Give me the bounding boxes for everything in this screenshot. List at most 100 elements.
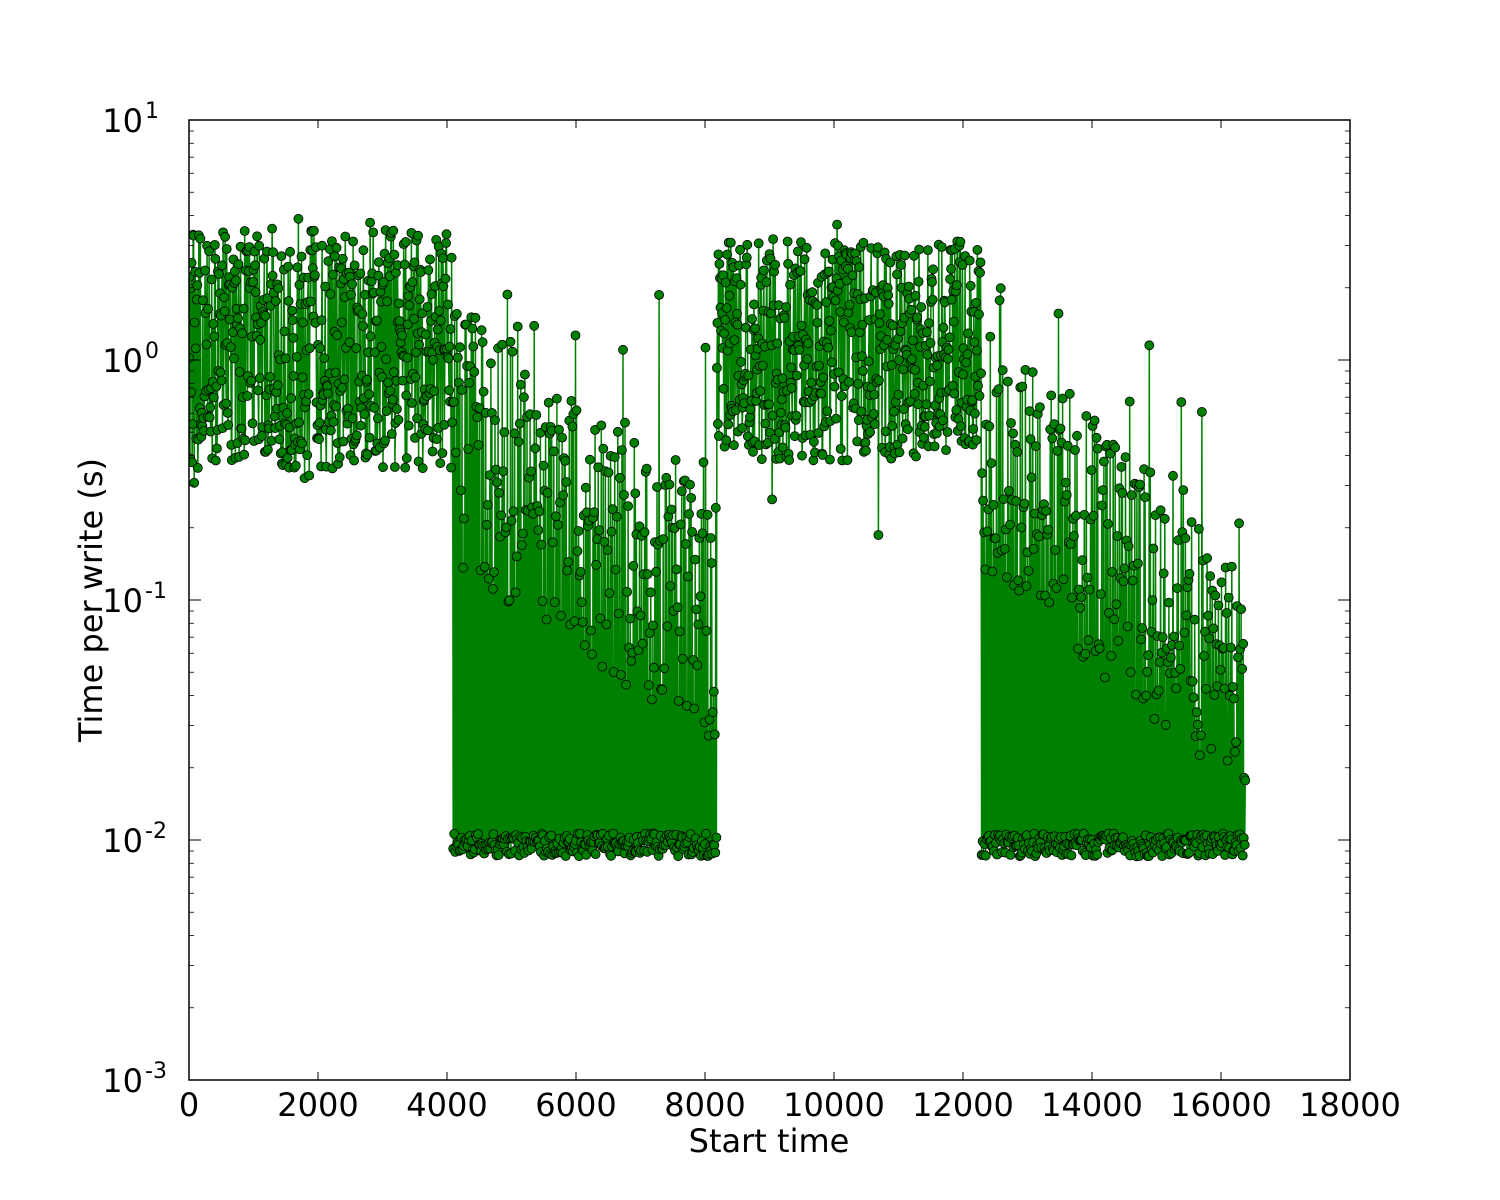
- data-point: [613, 608, 624, 619]
- data-point: [233, 313, 243, 324]
- data-point: [290, 460, 301, 471]
- data-point: [967, 395, 978, 406]
- data-point: [1171, 683, 1181, 694]
- data-point: [325, 425, 336, 436]
- data-point: [591, 559, 601, 570]
- data-point: [780, 422, 791, 433]
- data-point: [319, 353, 330, 364]
- data-point: [853, 378, 864, 389]
- data-point: [339, 374, 350, 385]
- data-point: [1142, 666, 1153, 677]
- data-point: [1228, 682, 1238, 692]
- data-point: [557, 432, 567, 443]
- data-point: [835, 443, 846, 454]
- data-point: [1210, 590, 1221, 601]
- data-point: [683, 571, 693, 582]
- data-point: [844, 299, 855, 310]
- data-point: [1091, 432, 1102, 443]
- data-point: [1230, 746, 1240, 757]
- data-point: [417, 463, 428, 474]
- data-point: [435, 458, 446, 469]
- data-point: [238, 303, 249, 314]
- data-point: [647, 694, 657, 705]
- data-point: [228, 353, 239, 364]
- data-point: [499, 427, 510, 438]
- data-point: [1226, 561, 1237, 572]
- data-point: [208, 392, 219, 403]
- data-point: [376, 341, 387, 352]
- data-point: [552, 393, 562, 404]
- data-point: [1140, 492, 1150, 503]
- data-point: [1209, 690, 1220, 700]
- data-point: [213, 269, 224, 280]
- data-point: [283, 296, 294, 306]
- data-point: [1095, 589, 1106, 599]
- data-point: [778, 442, 788, 453]
- data-point: [505, 336, 516, 347]
- data-point: [842, 455, 853, 466]
- data-point: [847, 270, 858, 281]
- data-point: [875, 309, 885, 320]
- data-point: [381, 406, 392, 417]
- data-point: [1004, 485, 1014, 496]
- data-point: [387, 394, 398, 405]
- data-point: [948, 316, 959, 327]
- data-point: [665, 581, 676, 591]
- data-point: [330, 367, 341, 378]
- data-point: [1203, 610, 1213, 621]
- data-point: [206, 274, 217, 285]
- data-point: [700, 342, 711, 353]
- data-point: [806, 377, 817, 388]
- data-point: [231, 275, 241, 286]
- data-point: [1223, 592, 1234, 603]
- data-point: [1110, 442, 1121, 453]
- data-point: [670, 455, 681, 465]
- data-point: [1106, 651, 1116, 661]
- data-point: [984, 421, 995, 432]
- data-point: [265, 371, 275, 382]
- data-point: [735, 279, 746, 290]
- data-point: [969, 337, 980, 348]
- data-point: [417, 308, 428, 319]
- data-point: [1070, 445, 1080, 455]
- data-point: [425, 254, 435, 265]
- data-point: [489, 567, 499, 577]
- data-point: [1149, 714, 1160, 724]
- y-tick-label: 10: [102, 822, 143, 860]
- y-tick-exponent: -3: [145, 1059, 167, 1084]
- data-point: [490, 415, 500, 426]
- data-point: [1096, 500, 1107, 511]
- data-point: [414, 294, 425, 305]
- data-point: [551, 511, 561, 522]
- data-point: [776, 407, 786, 418]
- data-point: [1189, 614, 1200, 625]
- data-point: [701, 625, 712, 636]
- data-point: [1116, 461, 1127, 472]
- data-point: [274, 434, 285, 445]
- data-point: [908, 335, 918, 346]
- data-point: [925, 338, 936, 348]
- data-point: [1077, 555, 1088, 566]
- data-point: [919, 421, 930, 432]
- data-point: [880, 426, 891, 437]
- data-point: [355, 420, 366, 431]
- data-point: [340, 231, 351, 242]
- data-point: [362, 374, 372, 385]
- data-point: [673, 851, 684, 862]
- data-point: [821, 297, 832, 308]
- data-point: [1168, 470, 1178, 481]
- data-point: [844, 377, 854, 387]
- data-point: [971, 435, 982, 445]
- data-point: [1003, 376, 1013, 387]
- data-point: [382, 296, 393, 307]
- y-tick-exponent: 1: [145, 99, 159, 124]
- x-tick-label: 0: [179, 1086, 199, 1124]
- data-point: [1023, 566, 1034, 576]
- data-point: [620, 417, 630, 428]
- x-tick-label: 2000: [277, 1086, 358, 1124]
- data-point: [208, 318, 219, 329]
- data-point: [927, 294, 938, 305]
- data-point: [974, 390, 985, 401]
- data-point: [698, 457, 709, 468]
- data-point: [1034, 531, 1044, 542]
